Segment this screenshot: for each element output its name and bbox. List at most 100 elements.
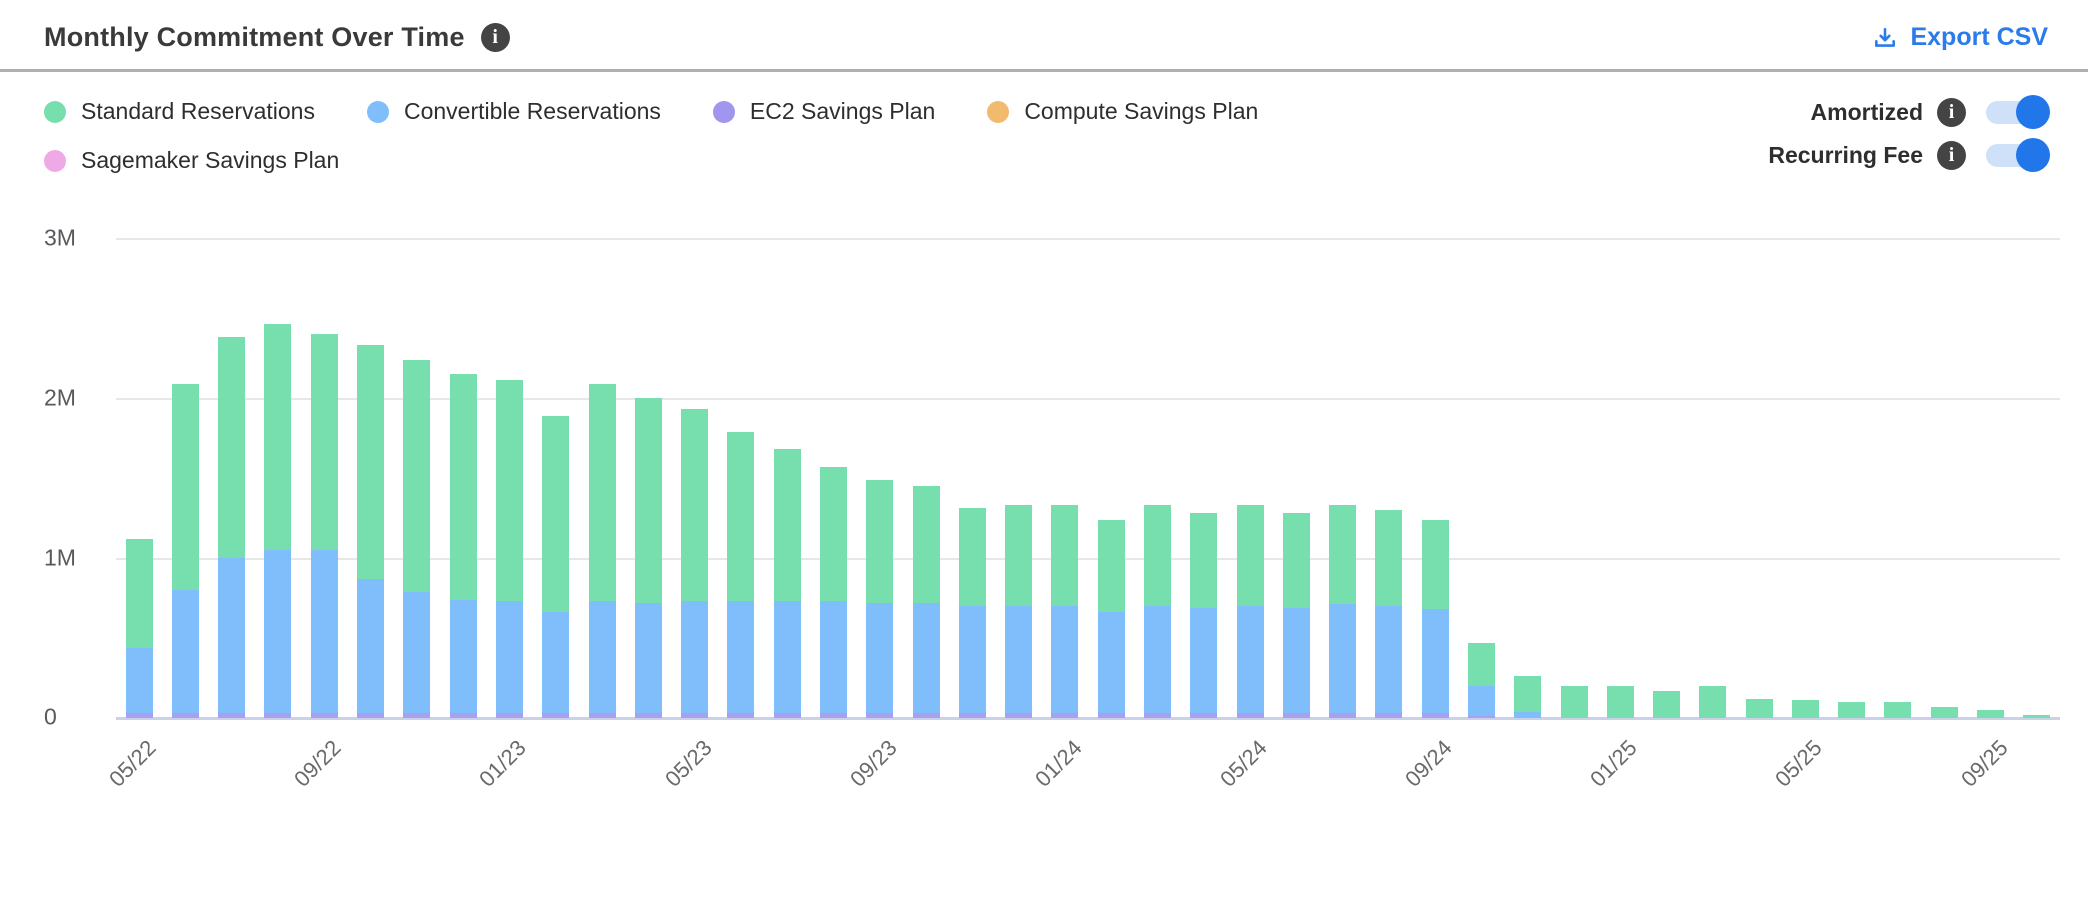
bar-stack-12/23[interactable] <box>1005 505 1033 718</box>
bar-segment[interactable] <box>1606 686 1634 718</box>
bar-segment[interactable] <box>1560 686 1588 718</box>
bar-stack-11/22[interactable] <box>403 359 431 718</box>
bar-stack-03/25[interactable] <box>1699 686 1727 718</box>
bar-segment[interactable] <box>1282 607 1310 714</box>
bar-segment[interactable] <box>2023 714 2051 718</box>
bar-segment[interactable] <box>1791 700 1819 718</box>
bar-segment[interactable] <box>1143 505 1171 607</box>
bar-stack-07/23[interactable] <box>773 449 801 718</box>
bar-segment[interactable] <box>1467 642 1495 687</box>
bar-stack-10/23[interactable] <box>912 486 940 718</box>
bar-stack-04/23[interactable] <box>634 398 662 718</box>
bar-segment[interactable] <box>819 601 847 714</box>
bar-stack-02/24[interactable] <box>1097 519 1125 718</box>
bar-segment[interactable] <box>1051 606 1079 714</box>
bar-segment[interactable] <box>681 409 709 602</box>
bar-segment[interactable] <box>171 383 199 591</box>
bar-segment[interactable] <box>495 380 523 602</box>
bar-segment[interactable] <box>958 508 986 607</box>
bar-segment[interactable] <box>912 486 940 603</box>
bar-segment[interactable] <box>1653 690 1681 718</box>
bar-segment[interactable] <box>1699 686 1727 718</box>
bar-segment[interactable] <box>1051 713 1079 718</box>
bar-segment[interactable] <box>1190 607 1218 714</box>
bar-segment[interactable] <box>1282 513 1310 608</box>
bar-segment[interactable] <box>403 359 431 592</box>
bar-segment[interactable] <box>773 713 801 718</box>
bar-segment[interactable] <box>1421 609 1449 714</box>
bar-stack-06/24[interactable] <box>1282 513 1310 718</box>
bar-segment[interactable] <box>1375 606 1403 714</box>
bar-segment[interactable] <box>1190 713 1218 718</box>
bar-segment[interactable] <box>125 713 153 718</box>
bar-segment[interactable] <box>773 601 801 714</box>
bar-segment[interactable] <box>819 713 847 718</box>
bar-segment[interactable] <box>588 383 616 602</box>
bar-segment[interactable] <box>866 713 894 718</box>
bar-segment[interactable] <box>1005 606 1033 714</box>
bar-segment[interactable] <box>1375 510 1403 607</box>
bar-segment[interactable] <box>495 601 523 714</box>
bar-segment[interactable] <box>1421 713 1449 718</box>
bar-stack-05/23[interactable] <box>681 409 709 718</box>
title-info-icon[interactable]: i <box>480 23 510 52</box>
legend-item-convertible-reservations[interactable]: Convertible Reservations <box>366 98 661 125</box>
bar-segment[interactable] <box>912 713 940 718</box>
bar-segment[interactable] <box>1514 711 1542 718</box>
bar-segment[interactable] <box>958 606 986 714</box>
bar-stack-09/25[interactable] <box>1977 710 2005 718</box>
bar-segment[interactable] <box>449 599 477 714</box>
bar-stack-01/23[interactable] <box>495 380 523 718</box>
bar-stack-07/25[interactable] <box>1884 702 1912 718</box>
bar-segment[interactable] <box>1005 713 1033 718</box>
bar-stack-09/24[interactable] <box>1421 519 1449 718</box>
bar-segment[interactable] <box>264 324 292 551</box>
bar-segment[interactable] <box>634 713 662 718</box>
bar-segment[interactable] <box>727 601 755 714</box>
bar-stack-08/23[interactable] <box>819 466 847 718</box>
bar-stack-10/24[interactable] <box>1467 642 1495 718</box>
bar-segment[interactable] <box>403 591 431 714</box>
bar-stack-07/24[interactable] <box>1329 505 1357 718</box>
bar-stack-05/22[interactable] <box>125 538 153 718</box>
bar-segment[interactable] <box>1097 519 1125 613</box>
bar-segment[interactable] <box>819 466 847 602</box>
bar-stack-04/25[interactable] <box>1745 698 1773 718</box>
bar-segment[interactable] <box>218 713 246 718</box>
bar-stack-09/23[interactable] <box>866 479 894 718</box>
bar-segment[interactable] <box>634 602 662 714</box>
bar-segment[interactable] <box>1143 606 1171 714</box>
bar-segment[interactable] <box>634 398 662 603</box>
bar-segment[interactable] <box>171 713 199 718</box>
bar-stack-06/23[interactable] <box>727 431 755 718</box>
bar-segment[interactable] <box>449 713 477 718</box>
bar-stack-11/23[interactable] <box>958 508 986 718</box>
bar-stack-05/24[interactable] <box>1236 505 1264 718</box>
bar-segment[interactable] <box>542 713 570 718</box>
bar-segment[interactable] <box>264 550 292 714</box>
bar-segment[interactable] <box>1143 713 1171 718</box>
bar-segment[interactable] <box>1977 710 2005 718</box>
bar-segment[interactable] <box>727 431 755 602</box>
bar-segment[interactable] <box>1236 713 1264 718</box>
bar-segment[interactable] <box>1282 713 1310 718</box>
bar-segment[interactable] <box>958 713 986 718</box>
bar-stack-03/24[interactable] <box>1143 505 1171 718</box>
recurring-fee-info-icon[interactable]: i <box>1937 141 1966 170</box>
bar-segment[interactable] <box>310 550 338 714</box>
bar-segment[interactable] <box>681 713 709 718</box>
bar-segment[interactable] <box>1190 513 1218 608</box>
bar-stack-01/24[interactable] <box>1051 505 1079 718</box>
bar-stack-11/24[interactable] <box>1514 676 1542 718</box>
bar-segment[interactable] <box>310 713 338 718</box>
legend-item-sagemaker-savings-plan[interactable]: Sagemaker Savings Plan <box>44 147 339 174</box>
bar-segment[interactable] <box>542 612 570 714</box>
bar-segment[interactable] <box>1097 713 1125 718</box>
legend-item-ec2-savings-plan[interactable]: EC2 Savings Plan <box>712 98 935 125</box>
bar-stack-02/23[interactable] <box>542 415 570 718</box>
bar-segment[interactable] <box>125 647 153 714</box>
bar-stack-05/25[interactable] <box>1791 700 1819 718</box>
bar-segment[interactable] <box>357 713 385 718</box>
bar-segment[interactable] <box>1329 713 1357 718</box>
bar-segment[interactable] <box>495 713 523 718</box>
